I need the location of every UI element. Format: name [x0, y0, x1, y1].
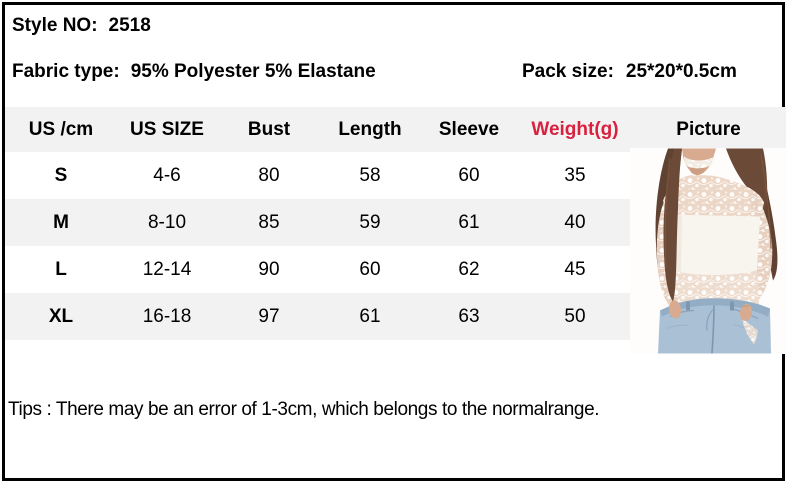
col-header-us-size: US SIZE — [130, 118, 204, 140]
table-row-l: L 12-14 90 60 62 45 — [5, 246, 786, 293]
cell-size: S — [54, 164, 68, 186]
product-photo — [630, 148, 787, 354]
cell-bust: 97 — [258, 305, 280, 327]
cell-length: 59 — [359, 211, 381, 233]
cell-size: L — [55, 258, 67, 280]
col-header-length: Length — [338, 118, 402, 140]
tips-note: Tips : There may be an error of 1-3cm, w… — [8, 399, 600, 420]
col-header-sleeve: Sleeve — [438, 118, 500, 140]
cell-us-size: 4-6 — [153, 164, 181, 186]
style-no-value: 2518 — [108, 15, 151, 36]
fabric-type-label: Fabric type: — [12, 61, 120, 82]
cell-us-size: 12-14 — [142, 258, 192, 280]
cell-weight: 40 — [564, 211, 586, 233]
cell-us-size: 16-18 — [142, 305, 192, 327]
cell-sleeve: 63 — [458, 305, 480, 327]
style-no-label: Style NO: — [12, 15, 98, 36]
pack-size-line: Pack size: 25*20*0.5cm — [522, 60, 737, 84]
cell-length: 58 — [359, 164, 381, 186]
col-header-us-cm: US /cm — [28, 118, 94, 140]
model-photo-illustration — [630, 148, 787, 354]
table-row-s: S 4-6 80 58 60 35 — [5, 152, 786, 199]
size-table-header-row: US /cm US SIZE Bust Length Sleeve Weight… — [5, 107, 786, 152]
cell-size: M — [53, 211, 69, 233]
pack-size-value: 25*20*0.5cm — [625, 61, 737, 82]
cell-length: 61 — [359, 305, 381, 327]
cell-weight: 45 — [564, 258, 586, 280]
fabric-type-value: 95% Polyester 5% Elastane — [130, 61, 376, 82]
cell-sleeve: 61 — [458, 211, 480, 233]
cell-bust: 85 — [258, 211, 280, 233]
cell-bust: 90 — [258, 258, 280, 280]
cell-weight: 35 — [564, 164, 586, 186]
pack-size-label: Pack size: — [522, 61, 614, 82]
fabric-type-line: Fabric type: 95% Polyester 5% Elastane — [12, 60, 376, 84]
cell-us-size: 8-10 — [147, 211, 187, 233]
cell-length: 60 — [359, 258, 381, 280]
cell-size: XL — [48, 305, 74, 327]
cell-sleeve: 62 — [458, 258, 480, 280]
style-no-line: Style NO: 2518 — [12, 14, 151, 38]
col-header-weight: Weight(g) — [531, 118, 619, 140]
col-header-bust: Bust — [247, 118, 291, 140]
cell-sleeve: 60 — [458, 164, 480, 186]
col-header-picture: Picture — [676, 118, 741, 140]
cell-bust: 80 — [258, 164, 280, 186]
cell-weight: 50 — [564, 305, 586, 327]
